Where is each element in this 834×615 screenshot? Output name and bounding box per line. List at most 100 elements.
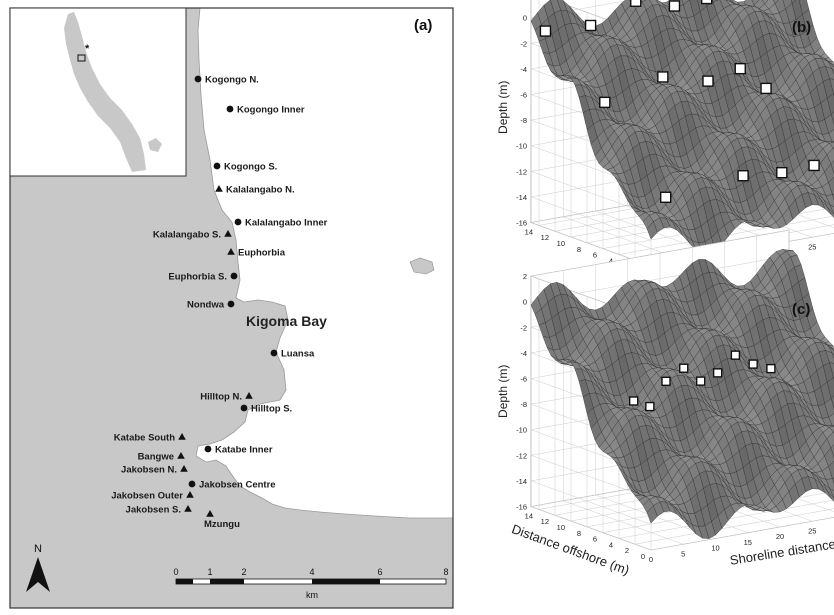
depth-tick-label: 2	[523, 272, 527, 281]
inset-map: *	[9, 7, 187, 177]
site-jakobsen-centre: Jakobsen Centre	[188, 480, 276, 491]
site-euphorbia-s: Euphorbia S.	[168, 272, 238, 283]
site-kalalangabo-s: Kalalangabo S.	[153, 230, 232, 241]
inset-lake	[64, 12, 146, 172]
site-label: Katabe Inner	[215, 445, 273, 456]
sample-point-marker	[760, 82, 772, 95]
north-label: N	[34, 543, 42, 555]
scale-tick-label: 0	[173, 567, 178, 577]
site-katabe-south: Katabe South	[114, 433, 186, 444]
inset-star-marker: *	[85, 43, 90, 55]
surface-cell	[831, 395, 834, 409]
scale-unit: km	[306, 590, 318, 600]
map-panel: * (a) Kigoma Bay Kogongo N. Kogongo Inner…	[9, 7, 454, 609]
surface-cell	[773, 0, 779, 4]
sample-point-marker	[629, 396, 639, 406]
sample-point-marker	[712, 368, 723, 378]
site-label: Jakobsen Outer	[111, 491, 183, 502]
site-circle-marker	[194, 75, 202, 83]
scale-tick-label: 1	[207, 567, 212, 577]
sample-points	[629, 350, 776, 412]
offshore-tick-label: 2	[625, 546, 629, 555]
depth-tick-label: -16	[516, 219, 527, 228]
site-label: Katabe South	[114, 433, 175, 444]
surface-cell	[828, 460, 834, 479]
site-label: Kalalangabo S.	[153, 230, 221, 241]
grid-line	[530, 276, 652, 551]
site-label: Kogongo S.	[224, 162, 277, 173]
shoreline-tick-label: 15	[744, 538, 752, 547]
site-triangle-marker	[180, 465, 188, 472]
offshore-tick-label: 14	[525, 511, 533, 520]
sample-points	[539, 0, 820, 203]
sample-point-marker	[730, 350, 741, 360]
site-hilltop-s: Hilltop S.	[240, 404, 292, 415]
site-euphorbia: Euphorbia	[227, 248, 286, 259]
site-label: Euphorbia S.	[168, 272, 227, 283]
shoreline-tick-label: 5	[681, 549, 685, 558]
site-label: Jakobsen N.	[121, 465, 177, 476]
surface-cell	[761, 0, 769, 5]
depth-tick-label: -2	[520, 323, 527, 332]
sample-point-marker	[657, 71, 669, 83]
depth-tick-label: -10	[516, 426, 527, 435]
map-frame	[9, 7, 454, 609]
site-luansa: Luansa	[270, 349, 315, 360]
site-circle-marker	[230, 272, 238, 280]
island	[409, 257, 435, 275]
bay-label: Kigoma Bay	[246, 313, 327, 329]
site-hilltop-n: Hilltop N.	[200, 392, 253, 403]
site-circle-marker	[188, 480, 196, 488]
surface-cell	[827, 491, 834, 502]
offshore-tick-label: 14	[525, 227, 533, 236]
sample-point-marker	[539, 25, 552, 37]
depth-tick-label: -8	[520, 116, 527, 125]
depth-tick-label: -10	[516, 142, 527, 151]
site-katabe-inner: Katabe Inner	[204, 445, 273, 456]
sample-point-marker	[702, 75, 714, 87]
surface-cell	[829, 488, 834, 499]
site-nondwa: Nondwa	[187, 300, 235, 311]
shoreline-tick-label: 25	[808, 526, 816, 535]
depth-tick-label: 0	[523, 298, 527, 307]
surface-cell	[827, 207, 834, 218]
depth-axis-title: Depth (m)	[496, 81, 510, 134]
surface-cell	[830, 444, 834, 458]
sample-point-marker	[630, 0, 642, 7]
site-label: Kogongo N.	[205, 75, 259, 86]
sample-point-marker	[766, 363, 776, 374]
site-circle-marker	[234, 218, 242, 226]
depth-tick-label: -4	[520, 349, 527, 358]
site-label: Jakobsen S.	[126, 505, 181, 516]
land-east-shore	[195, 7, 454, 519]
inset-study-box	[77, 54, 86, 62]
panel-c-label: (c)	[792, 301, 810, 318]
depth-axis-title: Depth (m)	[496, 365, 510, 418]
site-triangle-marker	[224, 230, 232, 237]
site-circle-marker	[270, 349, 278, 357]
shoreline-tick-label: 0	[649, 555, 653, 564]
site-kogongo-n: Kogongo N.	[194, 75, 259, 86]
surface-cell	[830, 160, 834, 174]
sample-point-marker	[701, 0, 713, 5]
surface-cell	[829, 141, 834, 149]
panel-a-label: (a)	[414, 17, 432, 34]
sample-point-marker	[660, 191, 672, 203]
site-label: Jakobsen Centre	[199, 480, 276, 491]
site-triangle-marker	[184, 505, 192, 512]
site-kogongo-inner: Kogongo Inner	[226, 105, 305, 116]
sample-point-marker	[734, 62, 746, 75]
offshore-tick-label: 12	[541, 233, 549, 242]
surface-cell	[829, 362, 834, 378]
surface-cell	[640, 0, 647, 3]
shoreline-tick-label: 20	[776, 532, 784, 541]
site-triangle-marker	[178, 433, 186, 440]
offshore-tick-label: 8	[577, 245, 581, 254]
site-jakobsen-n: Jakobsen N.	[121, 465, 188, 476]
site-label: Kalalangabo Inner	[245, 218, 328, 229]
site-triangle-marker	[215, 185, 223, 192]
offshore-tick-label: 4	[609, 256, 613, 265]
site-label: Bangwe	[138, 452, 174, 463]
